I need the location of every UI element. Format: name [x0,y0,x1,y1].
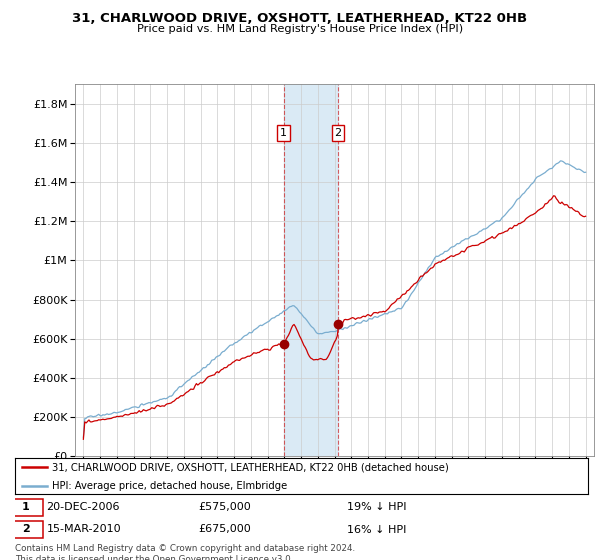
Text: 31, CHARLWOOD DRIVE, OXSHOTT, LEATHERHEAD, KT22 0HB: 31, CHARLWOOD DRIVE, OXSHOTT, LEATHERHEA… [73,12,527,25]
Text: 2: 2 [334,128,341,138]
Text: 20-DEC-2006: 20-DEC-2006 [47,502,120,512]
Text: Contains HM Land Registry data © Crown copyright and database right 2024.
This d: Contains HM Land Registry data © Crown c… [15,544,355,560]
FancyBboxPatch shape [9,521,43,538]
Text: HPI: Average price, detached house, Elmbridge: HPI: Average price, detached house, Elmb… [52,481,287,491]
Text: 2: 2 [22,525,30,534]
Text: 15-MAR-2010: 15-MAR-2010 [47,525,121,534]
Text: 16% ↓ HPI: 16% ↓ HPI [347,525,407,534]
Text: £575,000: £575,000 [199,502,251,512]
Text: Price paid vs. HM Land Registry's House Price Index (HPI): Price paid vs. HM Land Registry's House … [137,24,463,34]
FancyBboxPatch shape [9,499,43,516]
Text: 19% ↓ HPI: 19% ↓ HPI [347,502,407,512]
Text: 1: 1 [22,502,30,512]
Text: 1: 1 [280,128,287,138]
Bar [284,84,338,456]
Text: £675,000: £675,000 [199,525,251,534]
Text: 31, CHARLWOOD DRIVE, OXSHOTT, LEATHERHEAD, KT22 0HB (detached house): 31, CHARLWOOD DRIVE, OXSHOTT, LEATHERHEA… [52,463,449,472]
